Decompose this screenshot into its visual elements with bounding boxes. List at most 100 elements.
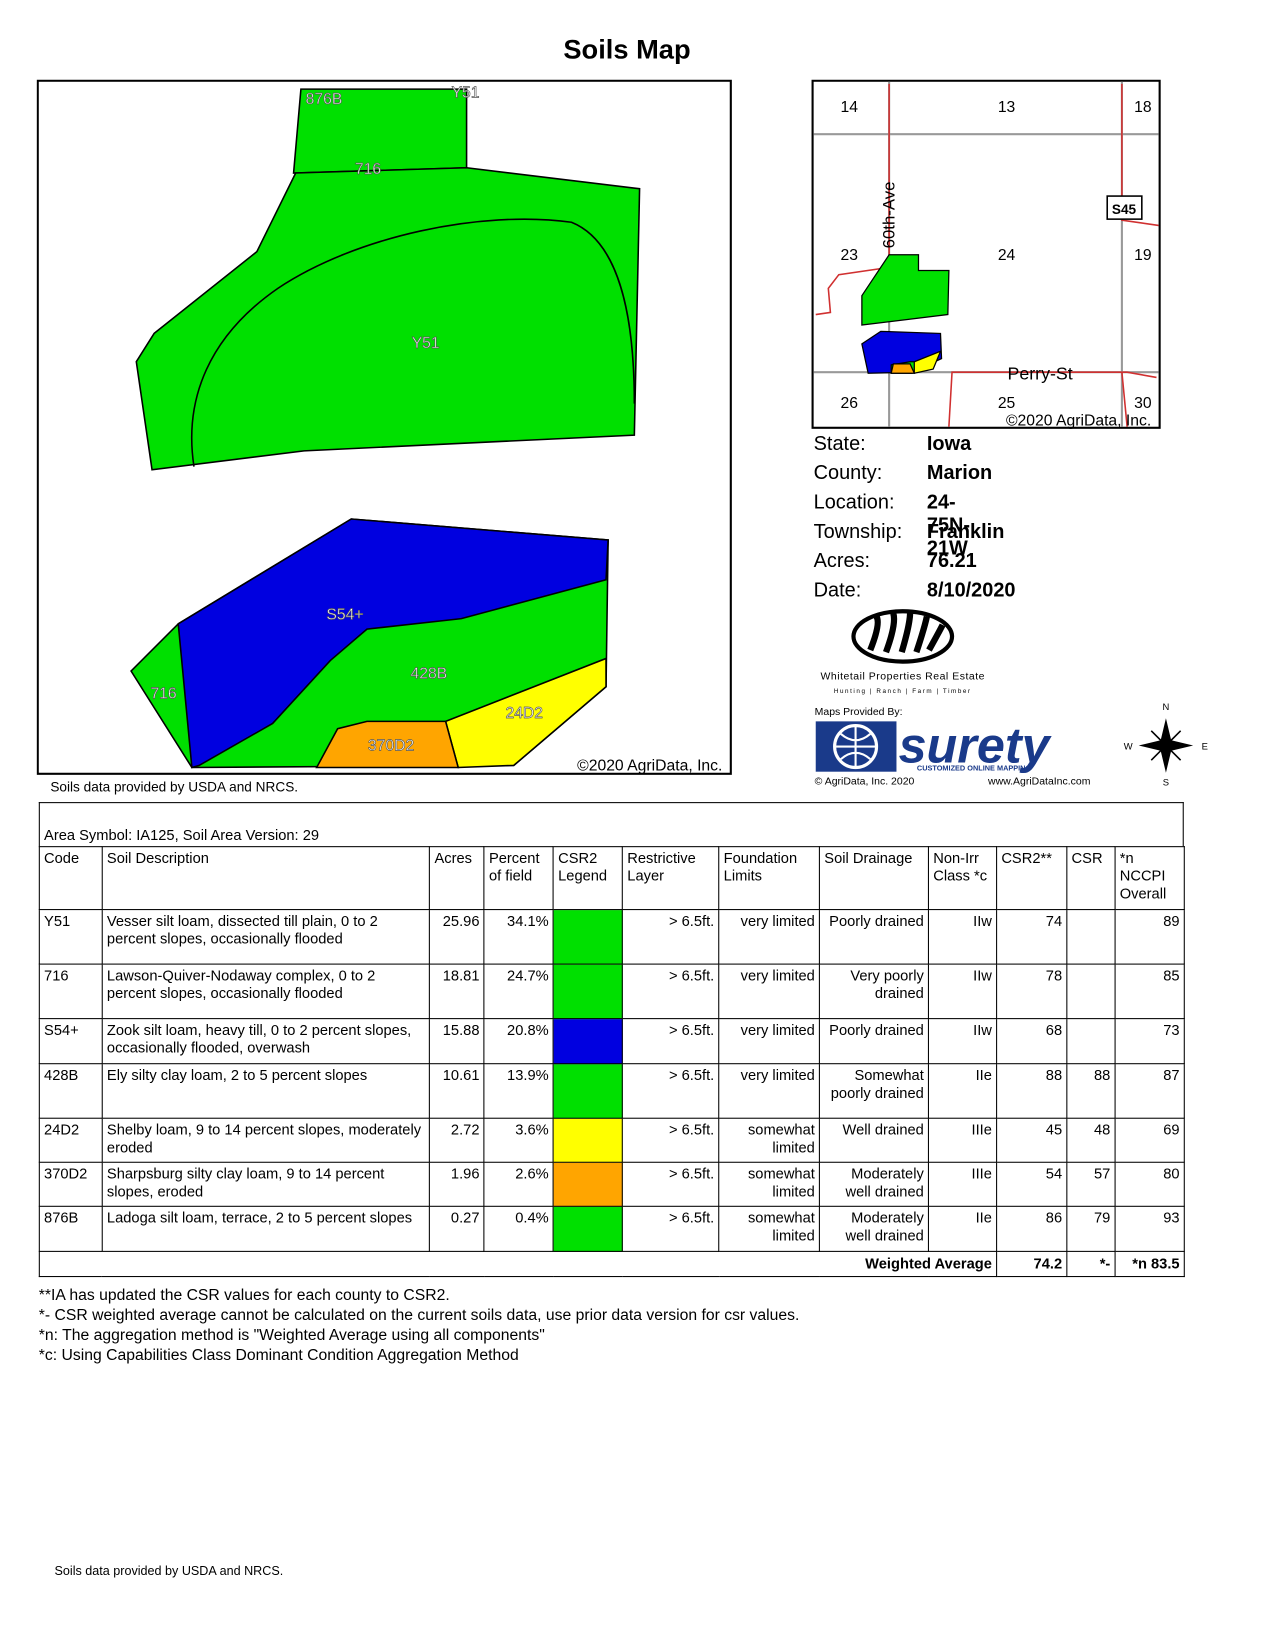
locator-map: 14 13 18 23 24 19 26 25 30 S45 60th-Ave … — [811, 79, 1161, 430]
cell-drainage: Very poorly drained — [819, 963, 930, 1020]
table-row: 24D2 Shelby loam, 9 to 14 percent slopes,… — [38, 1117, 1185, 1163]
table-row: Y51 Vesser silt loam, dissected till plai… — [38, 909, 1185, 965]
table-row: 716 Lawson-Quiver-Nodaway complex, 0 to 2… — [38, 963, 1185, 1020]
cell-acres: 18.81 — [429, 963, 485, 1020]
info-label: Acres: — [813, 550, 871, 573]
cell-code: 370D2 — [38, 1161, 103, 1207]
cell-percent: 24.7% — [483, 963, 554, 1020]
section-number: 23 — [841, 247, 859, 264]
cell-description: Shelby loam, 9 to 14 percent slopes, mod… — [101, 1117, 431, 1163]
map-label: S54+ — [326, 607, 363, 624]
compass-label: N — [1163, 701, 1170, 712]
legend-swatch — [552, 1161, 624, 1207]
cell-percent: 13.9% — [483, 1063, 554, 1119]
section-number: 14 — [841, 99, 859, 116]
map-label: 716 — [150, 685, 176, 702]
soil-table: Code Soil Description Acres Percent of fiel… — [38, 846, 1185, 1278]
compass-label: E — [1202, 741, 1208, 752]
cell-drainage: Poorly drained — [819, 1018, 930, 1065]
column-header: CSR — [1066, 846, 1116, 911]
cell-percent: 20.8% — [483, 1018, 554, 1065]
cell-description: Ladoga silt loam, terrace, 2 to 5 percen… — [101, 1205, 431, 1252]
section-number: 19 — [1134, 247, 1151, 264]
info-value: 76.21 — [926, 550, 977, 573]
info-value: Marion — [926, 462, 993, 485]
cell-description: Ely silty clay loam, 2 to 5 percent slop… — [101, 1063, 431, 1119]
legend-swatch — [552, 1117, 624, 1163]
section-number: 13 — [998, 99, 1016, 116]
cell-csr2: 45 — [996, 1117, 1068, 1163]
cell-acres: 15.88 — [429, 1018, 485, 1065]
map-label: 876B — [306, 91, 343, 108]
cell-class: IIIe — [928, 1117, 998, 1163]
cell-nccpi: 80 — [1114, 1161, 1185, 1207]
cell-percent: 34.1% — [483, 909, 554, 965]
cell-code: S54+ — [38, 1018, 103, 1065]
cell-drainage: Poorly drained — [819, 909, 930, 965]
cell-percent: 3.6% — [483, 1117, 554, 1163]
cell-drainage: Somewhat poorly drained — [819, 1063, 930, 1119]
info-label: State: — [813, 433, 866, 456]
cell-class: IIw — [928, 909, 998, 965]
cell-drainage: Moderately well drained — [819, 1161, 930, 1207]
cell-class: IIe — [928, 1205, 998, 1252]
map-label: 370D2 — [368, 738, 414, 755]
cell-nccpi: 89 — [1114, 909, 1185, 965]
cell-restrictive: > 6.5ft. — [622, 1117, 720, 1163]
footnote: *c: Using Capabilities Class Dominant Co… — [38, 1346, 519, 1365]
cell-foundation: somewhat limited — [718, 1117, 821, 1163]
section-number: 25 — [998, 395, 1016, 412]
info-label: Township: — [813, 521, 903, 544]
column-header: Code — [38, 846, 103, 911]
cell-description: Lawson-Quiver-Nodaway complex, 0 to 2 pe… — [101, 963, 431, 1020]
info-value: Iowa — [926, 433, 972, 456]
maps-by: Maps Provided By: — [815, 707, 903, 718]
cell-nccpi: 73 — [1114, 1018, 1185, 1065]
road-label: Perry-St — [1007, 364, 1072, 384]
footnote: *- CSR weighted average cannot be calcul… — [38, 1306, 800, 1325]
cell-code: 876B — [38, 1205, 103, 1252]
info-value: 8/10/2020 — [926, 579, 1016, 602]
section-number: 18 — [1134, 99, 1152, 116]
cell-class: IIe — [928, 1063, 998, 1119]
section-number: 26 — [841, 395, 859, 412]
cell-foundation: very limited — [718, 909, 821, 965]
map-label: 716 — [355, 161, 381, 178]
legend-swatch — [552, 1063, 624, 1119]
cell-foundation: very limited — [718, 1063, 821, 1119]
map-copyright: ©2020 AgriData, Inc. — [577, 758, 722, 775]
column-header: Non-Irr Class *c — [928, 846, 998, 911]
compass-label: W — [1124, 741, 1133, 752]
info-label: Date: — [813, 579, 862, 602]
cell-code: 24D2 — [38, 1117, 103, 1163]
column-header: CSR2 Legend — [552, 846, 624, 911]
cell-class: IIw — [928, 1018, 998, 1065]
compass-label: S — [1163, 776, 1169, 787]
table-row: 876B Ladoga silt loam, terrace, 2 to 5 pe… — [38, 1205, 1185, 1252]
cell-csr2: 86 — [996, 1205, 1068, 1252]
column-header: *n NCCPI Overall — [1114, 846, 1185, 911]
cell-drainage: Well drained — [819, 1117, 930, 1163]
cell-code: 428B — [38, 1063, 103, 1119]
column-header: Foundation Limits — [718, 846, 821, 911]
cell-description: Vesser silt loam, dissected till plain, … — [101, 909, 431, 965]
cell-csr2: 74 — [996, 909, 1068, 965]
cell-restrictive: > 6.5ft. — [622, 1018, 720, 1065]
section-number: 24 — [998, 247, 1016, 264]
cell-csr: 88 — [1066, 1063, 1116, 1119]
brand-name: surety — [899, 716, 1053, 773]
cell-csr — [1066, 963, 1116, 1020]
column-header: Soil Drainage — [819, 846, 930, 911]
footnotes: **IA has updated the CSR values for each… — [39, 1285, 800, 1365]
footer: Soils data provided by USDA and NRCS. — [54, 1563, 284, 1578]
cell-acres: 1.96 — [429, 1161, 485, 1207]
map-label: 24D2 — [505, 705, 543, 722]
cell-csr — [1066, 909, 1116, 965]
summary-nccpi: *n 83.5 — [1114, 1250, 1185, 1278]
cell-acres: 0.27 — [429, 1205, 485, 1252]
cell-description: Zook silt loam, heavy till, 0 to 2 perce… — [101, 1018, 431, 1065]
brand-copyright: © AgriData, Inc. 2020 — [815, 776, 915, 787]
cell-nccpi: 93 — [1114, 1205, 1185, 1252]
